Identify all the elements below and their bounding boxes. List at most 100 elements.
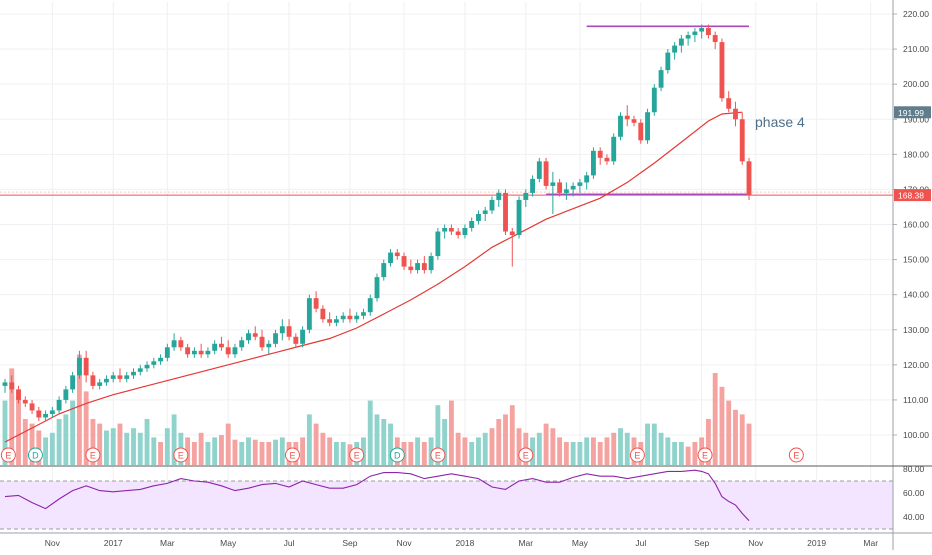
volume-bar (618, 428, 623, 465)
candle-body (63, 389, 69, 400)
last-price-label: 168.38 (898, 191, 924, 201)
volume-bar (56, 419, 62, 465)
candle-body (719, 42, 725, 99)
candle-body (685, 35, 691, 39)
candle-body (428, 256, 434, 271)
event-marker[interactable]: E (629, 447, 645, 463)
volume-bar (665, 437, 671, 465)
price-tick-label: 150.00 (903, 255, 929, 265)
candle-body (678, 38, 684, 46)
event-marker[interactable]: E (85, 447, 101, 463)
event-marker-circle[interactable] (518, 447, 534, 463)
volume-bar (719, 386, 725, 465)
event-marker-circle[interactable] (430, 447, 446, 463)
volume-bar (746, 423, 752, 465)
event-marker[interactable]: E (518, 447, 534, 463)
volume-bar (435, 405, 441, 465)
event-marker[interactable]: E (697, 447, 713, 463)
price-tick-label: 140.00 (903, 290, 929, 300)
event-marker[interactable]: E (349, 447, 365, 463)
volume-bar (361, 437, 366, 465)
candle-body (401, 256, 407, 267)
event-marker[interactable]: E (173, 447, 189, 463)
volume-bar (685, 446, 691, 465)
volume-bar (678, 442, 684, 465)
event-marker-circle[interactable] (389, 447, 405, 463)
event-marker-circle[interactable] (27, 447, 43, 463)
candle-body (9, 382, 15, 390)
event-marker[interactable]: E (788, 447, 804, 463)
horizontal-levels[interactable] (0, 25, 893, 196)
volume-bar (300, 437, 306, 465)
time-tick-label: May (220, 538, 237, 548)
volume-bar (367, 400, 373, 465)
event-marker-circle[interactable] (788, 447, 804, 463)
candle-body (618, 115, 623, 137)
event-marker[interactable]: D (27, 447, 43, 463)
volume-bar (313, 423, 319, 465)
volume-bar (164, 428, 170, 465)
candle-body (455, 231, 461, 236)
volume-bar (219, 435, 224, 465)
ma-price-label-box (894, 106, 931, 119)
event-marker[interactable]: E (284, 447, 300, 463)
candle-body (624, 115, 630, 120)
candle-body (746, 161, 752, 196)
time-tick-label: 2018 (455, 538, 474, 548)
event-marker-circle[interactable] (629, 447, 645, 463)
time-tick-label: May (572, 538, 589, 548)
volume-bar (448, 400, 454, 465)
event-marker-circle[interactable] (349, 447, 365, 463)
event-marker[interactable]: E (430, 447, 446, 463)
volume-bar (49, 432, 55, 465)
volume-bar (333, 442, 339, 465)
volume-bar (212, 437, 218, 465)
volume-bar (252, 439, 258, 465)
price-tick-label: 200.00 (903, 79, 929, 89)
time-tick-label: Jul (284, 538, 295, 548)
volume-bar (63, 414, 69, 465)
time-tick-label: 2019 (807, 538, 826, 548)
volume-bar (645, 423, 650, 465)
candle-body (354, 315, 360, 320)
volume-bar (381, 419, 387, 465)
volume-bar (70, 400, 76, 465)
candle-body (726, 98, 732, 109)
candle-body (198, 350, 204, 355)
candle-body (286, 326, 292, 337)
volume-bar (22, 419, 28, 465)
volume-bar (421, 442, 427, 465)
volume-bar (388, 423, 393, 465)
time-tick-label: 2017 (104, 538, 123, 548)
event-marker-circle[interactable] (0, 447, 16, 463)
candle-body (293, 336, 299, 344)
candle-body (137, 368, 143, 372)
candle-body (273, 333, 278, 344)
event-marker-letter: D (32, 451, 39, 461)
event-marker-circle[interactable] (697, 447, 713, 463)
candle-body (83, 357, 89, 376)
volume-bar (496, 419, 502, 465)
time-tick-label: Jul (635, 538, 646, 548)
volume-bar (306, 414, 312, 465)
volume-bar (232, 439, 238, 465)
candle-body (191, 350, 197, 355)
candle-body (442, 228, 448, 232)
volume-bar (246, 437, 251, 465)
event-marker-circle[interactable] (85, 447, 101, 463)
last-price-label-box (894, 189, 931, 202)
price-tick-label: 100.00 (903, 430, 929, 440)
event-marker[interactable]: E (0, 447, 16, 463)
volume-bar (651, 423, 657, 465)
volume-bar (597, 442, 603, 465)
volume-bar (712, 373, 718, 465)
event-marker-circle[interactable] (284, 447, 300, 463)
event-marker-circle[interactable] (173, 447, 189, 463)
candle-body (381, 263, 387, 278)
time-tick-label: Nov (396, 538, 412, 548)
candle-body (178, 340, 184, 348)
event-marker[interactable]: D (389, 447, 405, 463)
